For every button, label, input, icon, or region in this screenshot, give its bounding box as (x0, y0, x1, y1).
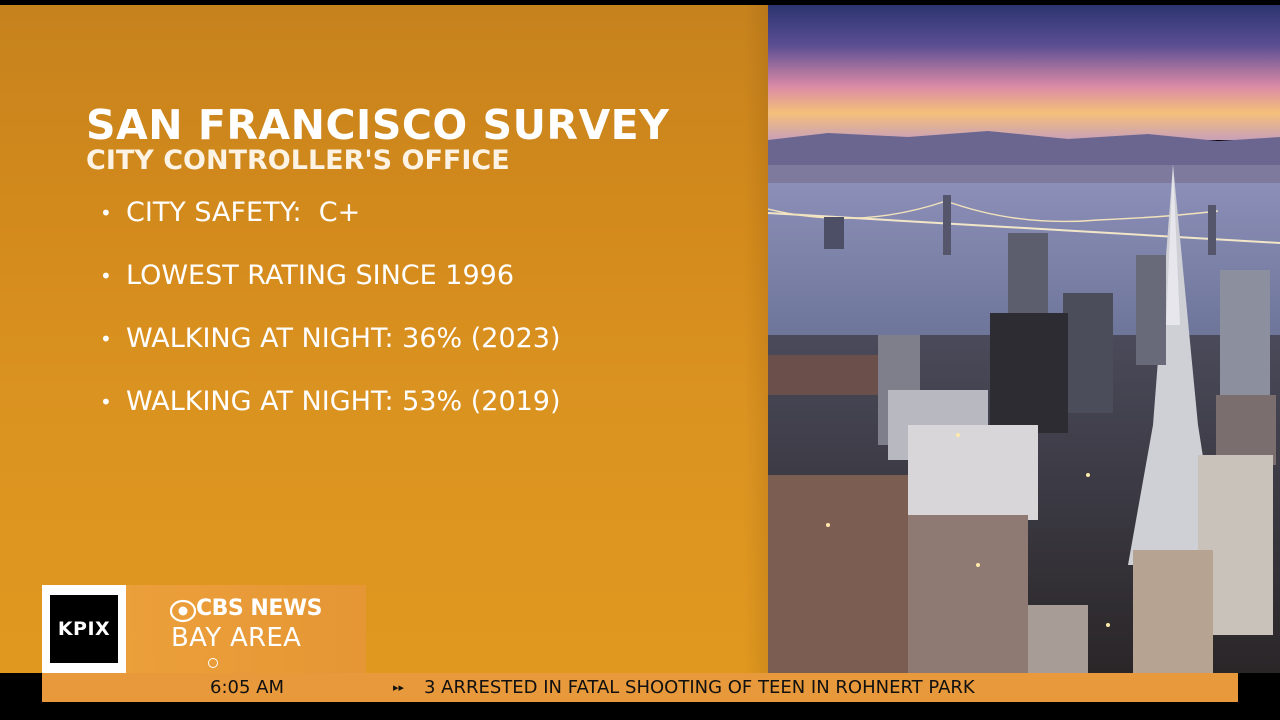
city-skyline-photo (768, 5, 1280, 673)
network-name: CBS NEWS (196, 596, 322, 621)
indicator-dot-icon (208, 658, 218, 668)
cbs-eye-icon (170, 599, 196, 623)
bullet-dot-icon: • (100, 201, 112, 225)
bullet-text: WALKING AT NIGHT: 36% (2023) (126, 323, 561, 354)
ticker-time: 6:05 AM (210, 677, 284, 698)
bullet-dot-icon: • (100, 390, 112, 414)
station-logo: KPIX (42, 585, 126, 673)
news-ticker: 6:05 AM ▸▸ 3 ARRESTED IN FATAL SHOOTING … (42, 673, 1238, 702)
network-region: BAY AREA (171, 623, 302, 653)
info-panel: SAN FRANCISCO SURVEY CITY CONTROLLER'S O… (0, 5, 768, 673)
bullet-list: • CITY SAFETY: C+ • LOWEST RATING SINCE … (100, 193, 561, 445)
slide-subtitle: CITY CONTROLLER'S OFFICE (86, 145, 510, 176)
bullet-dot-icon: • (100, 264, 112, 288)
bullet-item: • CITY SAFETY: C+ (100, 193, 561, 256)
network-branding: CBS NEWS BAY AREA (126, 585, 366, 673)
bullet-dot-icon: • (100, 327, 112, 351)
bullet-text: LOWEST RATING SINCE 1996 (126, 260, 515, 291)
bullet-item: • WALKING AT NIGHT: 53% (2019) (100, 382, 561, 445)
ticker-arrow-icon: ▸▸ (393, 681, 405, 694)
bullet-item: • WALKING AT NIGHT: 36% (2023) (100, 319, 561, 382)
slide-title: SAN FRANCISCO SURVEY (86, 101, 670, 149)
station-logo-text: KPIX (50, 595, 118, 663)
bullet-item: • LOWEST RATING SINCE 1996 (100, 256, 561, 319)
bullet-text: WALKING AT NIGHT: 53% (2019) (126, 386, 561, 417)
bullet-text: CITY SAFETY: C+ (126, 197, 361, 228)
ticker-headline: 3 ARRESTED IN FATAL SHOOTING OF TEEN IN … (424, 677, 975, 698)
